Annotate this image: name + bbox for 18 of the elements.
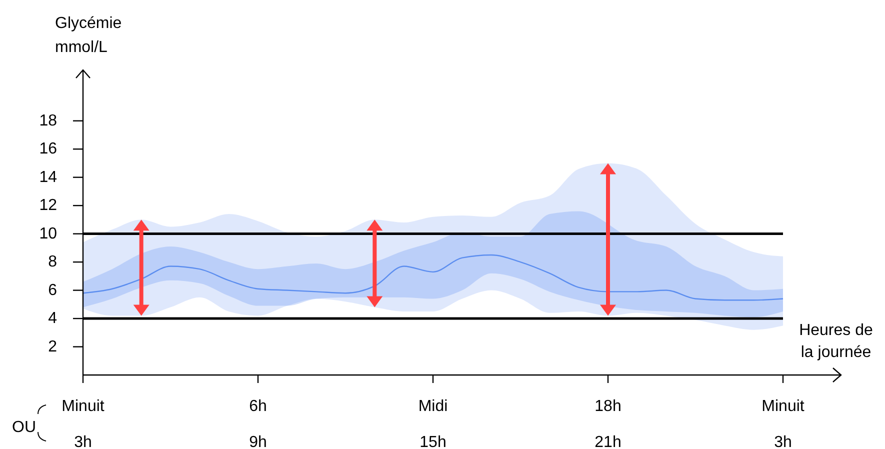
y-tick-label: 4	[48, 310, 58, 328]
x-tick-label: 18h 21h	[594, 398, 622, 449]
x-tick-label: Minuit 3h	[762, 398, 805, 449]
y-tick-label: 14	[39, 168, 58, 186]
line-series	[82, 254, 784, 301]
y-tick-label: 6	[48, 282, 58, 299]
y-tick-label: 18	[39, 112, 58, 130]
y-tick-label: 2	[48, 338, 58, 356]
x-axis-title: Heures de la journée	[799, 322, 874, 361]
x-tick-label: Midi 15h	[418, 398, 448, 449]
y-axis-title: Glycémie mmol/L	[55, 15, 122, 56]
y-tick-label: 10	[39, 225, 58, 242]
x-tick-label: 6h 9h	[249, 398, 267, 449]
y-tick-label: 12	[39, 197, 58, 214]
y-tick-label: 16	[39, 140, 58, 158]
text: OU	[12, 419, 36, 436]
x-tick-label: Minuit 3h	[62, 398, 105, 449]
y-tick-label: 8	[48, 254, 58, 271]
